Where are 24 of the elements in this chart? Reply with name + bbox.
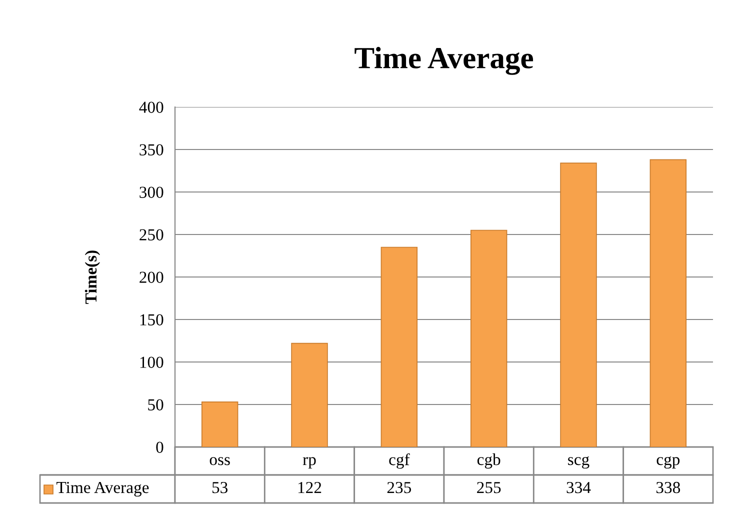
y-tick-label: 350: [140, 144, 164, 156]
x-tick-label: oss: [210, 457, 230, 466]
y-tick-label: 200: [140, 272, 164, 283]
y-tick-label: 150: [140, 314, 164, 326]
y-tick-label: 100: [140, 356, 164, 368]
legend-label: Time Average: [56, 482, 149, 497]
data-label: 122: [298, 482, 322, 494]
y-tick-label: 50: [148, 399, 164, 410]
y-axis-title: Time(s): [84, 250, 100, 304]
y-tick-label: 400: [139, 102, 164, 113]
x-tick-label: cgp: [656, 456, 680, 469]
x-tick-label: scg: [568, 456, 590, 469]
x-tick-label: cgf: [389, 453, 410, 469]
y-tick-label: 0: [156, 442, 164, 453]
x-tick-label: cgb: [477, 453, 500, 469]
y-tick-label: 250: [140, 229, 164, 240]
data-label: 53: [212, 482, 228, 494]
data-label: 334: [566, 482, 591, 494]
data-label: 338: [656, 482, 680, 494]
x-tick-label: rp: [302, 457, 316, 469]
chart-title: Time Average: [354, 46, 534, 75]
data-label: 235: [387, 482, 412, 494]
y-tick-label: 300: [140, 186, 164, 198]
data-label: 255: [477, 482, 501, 494]
